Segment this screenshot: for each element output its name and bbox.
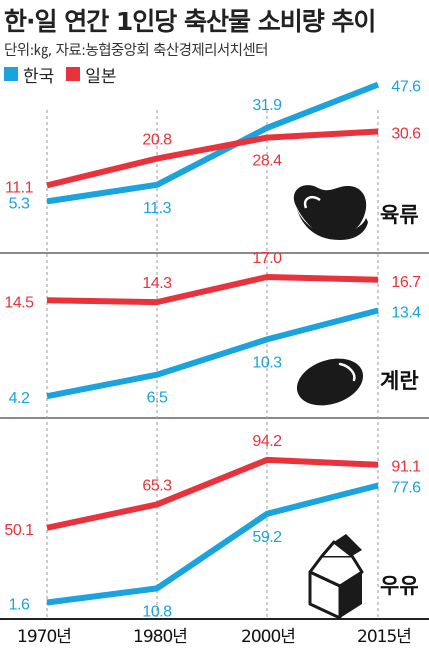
legend-label-japan: 일본 [85,66,117,87]
x-tick-label: 2000년 [241,627,295,647]
data-label: 47.6 [391,79,421,96]
x-tick-label: 1970년 [17,627,71,647]
series-line-japan [46,274,379,306]
data-label: 14.3 [142,275,172,292]
data-label: 4.2 [9,390,30,407]
egg-icon [296,358,364,406]
chart-title: 한·일 연간 1인당 축산물 소비량 추이 [4,7,376,36]
panel-label: 계란 [380,369,419,393]
data-label: 20.8 [142,132,172,149]
data-label: 77.6 [391,479,421,496]
meat-icon [293,185,368,240]
milk-carton-icon [308,534,364,620]
legend-item-japan: 일본 [66,62,117,87]
data-label: 13.4 [391,305,421,322]
legend-label-korea: 한국 [23,66,55,87]
data-label: 28.4 [252,153,282,170]
data-label: 17.0 [252,250,282,267]
data-label: 6.5 [147,390,168,407]
data-label: 5.3 [9,195,30,212]
series-line-korea [46,482,379,606]
legend-swatch-korea [4,67,18,81]
data-label: 10.3 [252,354,282,371]
data-label: 50.1 [4,522,34,539]
data-label: 11.3 [143,200,172,217]
series-line-korea [46,307,379,400]
chart-subtitle: 단위:㎏, 자료:농협중앙회 축산경제리서치센터 [4,43,268,59]
panel-label: 육류 [380,203,419,227]
data-label: 65.3 [142,477,172,494]
x-tick-label: 1980년 [133,627,187,647]
data-label: 14.5 [4,294,34,311]
data-label: 10.8 [142,603,172,620]
data-label: 1.6 [9,597,30,614]
x-tick-label: 2015년 [357,627,411,647]
data-label: 16.7 [391,274,421,291]
data-label: 30.6 [391,126,421,143]
data-label: 91.1 [391,459,421,476]
series-line-japan [46,128,379,189]
panel-label: 우유 [380,574,419,598]
data-label: 31.9 [252,97,282,114]
legend-item-korea: 한국 [4,62,54,87]
data-label: 11.1 [5,179,34,196]
legend-swatch-japan [66,67,81,81]
legend: 한국 일본 [4,62,129,87]
series-line-korea [46,81,380,205]
series-line-japan [46,456,379,531]
data-label: 94.2 [252,433,282,450]
data-label: 59.2 [252,529,282,546]
